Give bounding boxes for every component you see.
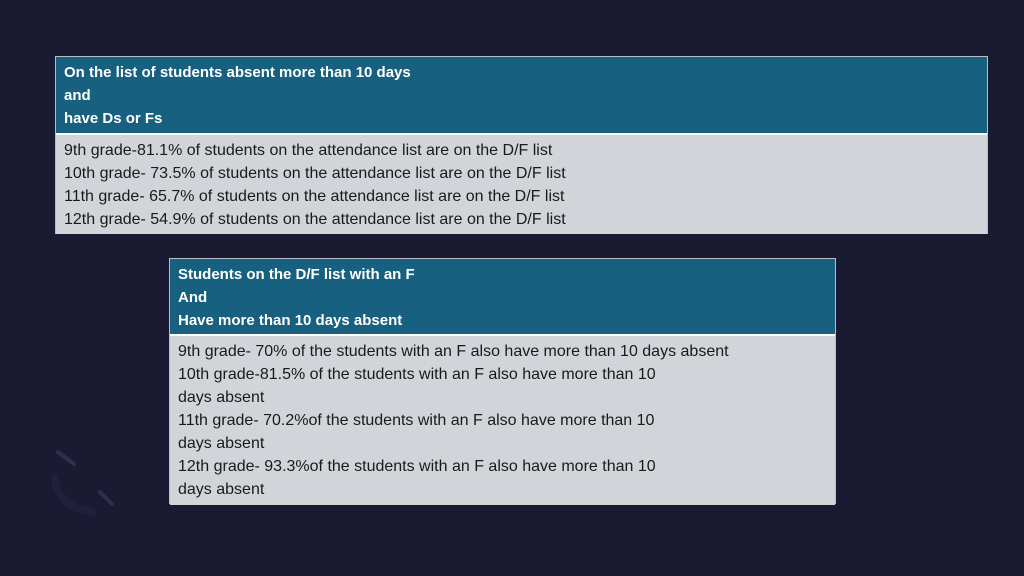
- header-line: Students on the D/F list with an F: [178, 266, 415, 283]
- attendance-df-panel-header: On the list of students absent more than…: [56, 57, 987, 135]
- grade-stat-line: 11th grade- 65.7% of students on the att…: [64, 188, 565, 205]
- header-line: have Ds or Fs: [64, 110, 163, 127]
- grade-stat-line: 10th grade- 73.5% of students on the att…: [64, 165, 566, 182]
- attendance-df-panel: On the list of students absent more than…: [55, 56, 988, 234]
- attendance-df-panel-body: 9th grade-81.1% of students on the atten…: [56, 135, 987, 234]
- grade-stat-line: 10th grade-81.5% of the students with an…: [178, 366, 656, 383]
- header-line: And: [178, 289, 208, 306]
- df-absence-panel: Students on the D/F list with an F And H…: [169, 258, 836, 505]
- grade-stat-line: 9th grade-81.1% of students on the atten…: [64, 142, 553, 159]
- grade-stat-line: days absent: [178, 435, 265, 452]
- grade-stat-line: 12th grade- 93.3%of the students with an…: [178, 458, 656, 475]
- grade-stat-line: 9th grade- 70% of the students with an F…: [178, 343, 729, 360]
- grade-stat-line: 12th grade- 54.9% of students on the att…: [64, 211, 566, 228]
- grade-stat-line: days absent: [178, 481, 265, 498]
- grade-stat-line: days absent: [178, 389, 265, 406]
- df-absence-panel-header: Students on the D/F list with an F And H…: [170, 259, 835, 336]
- header-line: Have more than 10 days absent: [178, 312, 403, 329]
- decorative-swoosh-icon: [52, 450, 114, 516]
- header-line: and: [64, 87, 91, 104]
- header-line: On the list of students absent more than…: [64, 64, 411, 81]
- df-absence-panel-body: 9th grade- 70% of the students with an F…: [170, 336, 835, 505]
- grade-stat-line: 11th grade- 70.2%of the students with an…: [178, 412, 655, 429]
